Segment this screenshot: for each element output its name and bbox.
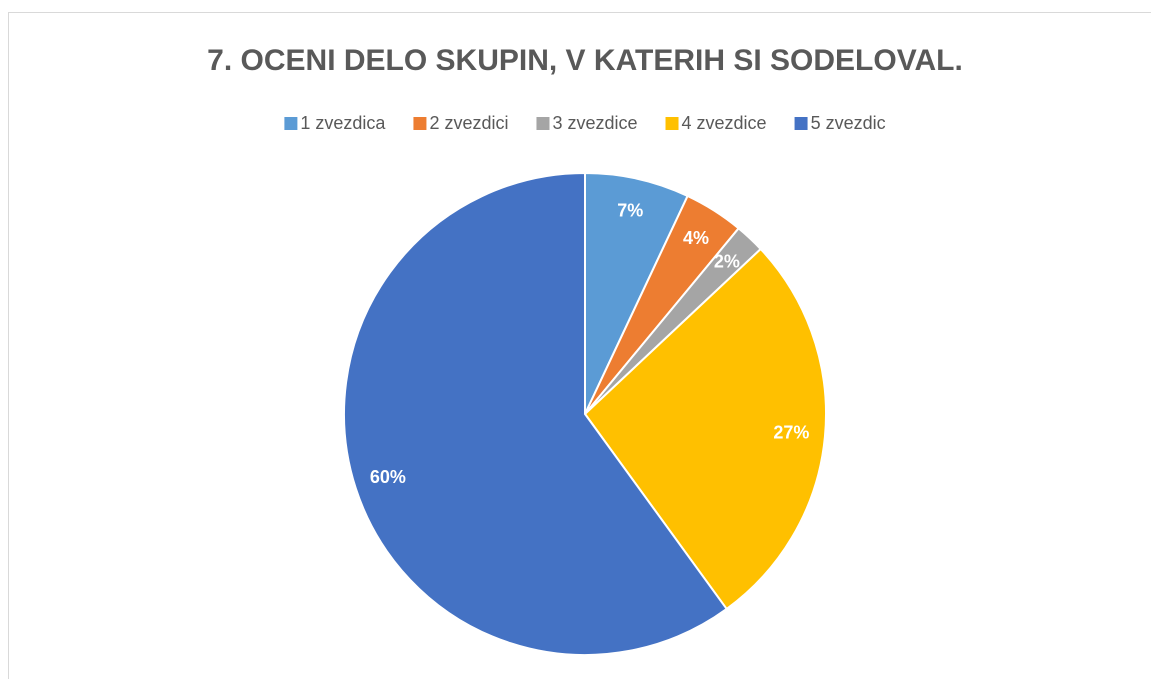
legend-label: 5 zvezdic [811, 113, 886, 133]
legend-swatch [413, 117, 426, 130]
legend-swatch [284, 117, 297, 130]
legend-swatch [536, 117, 549, 130]
legend-swatch [795, 117, 808, 130]
data-label: 7% [617, 200, 643, 220]
legend-label: 1 zvezdica [300, 113, 386, 133]
legend-label: 4 zvezdice [682, 113, 767, 133]
chart-title: 7. OCENI DELO SKUPIN, V KATERIH SI SODEL… [207, 44, 963, 77]
data-label: 4% [683, 228, 709, 248]
legend-swatch [666, 117, 679, 130]
legend-label: 3 zvezdice [552, 113, 637, 133]
data-label: 27% [773, 422, 809, 442]
legend-label: 2 zvezdici [429, 113, 508, 133]
data-label: 2% [714, 252, 740, 272]
data-label: 60% [370, 467, 406, 487]
